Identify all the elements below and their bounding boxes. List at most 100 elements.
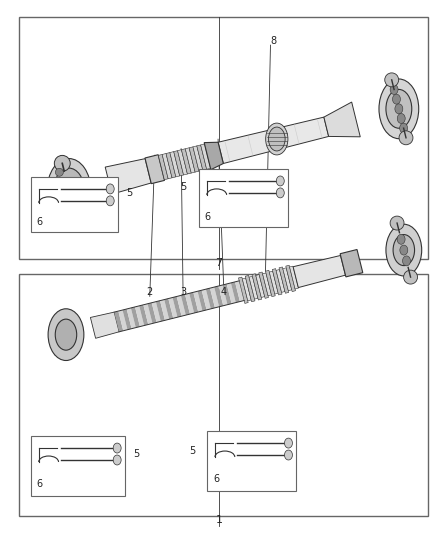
Text: 6: 6 (213, 474, 219, 484)
Ellipse shape (390, 216, 404, 230)
Ellipse shape (60, 188, 68, 196)
Polygon shape (249, 276, 258, 299)
Polygon shape (152, 302, 161, 322)
Text: 8: 8 (270, 36, 276, 46)
Polygon shape (265, 270, 275, 297)
Text: 3: 3 (180, 287, 186, 297)
Polygon shape (256, 274, 265, 297)
Ellipse shape (403, 270, 417, 284)
Bar (199, 169, 288, 227)
Ellipse shape (106, 184, 114, 194)
Polygon shape (218, 117, 328, 164)
Polygon shape (166, 152, 176, 178)
Ellipse shape (113, 443, 121, 453)
Ellipse shape (285, 438, 293, 448)
Ellipse shape (276, 176, 284, 186)
Text: 6: 6 (205, 212, 211, 222)
Polygon shape (181, 294, 190, 315)
Polygon shape (105, 159, 151, 194)
Polygon shape (204, 142, 223, 169)
Ellipse shape (48, 309, 84, 360)
Bar (19, 274, 428, 516)
Ellipse shape (395, 104, 403, 114)
Polygon shape (143, 304, 152, 325)
Polygon shape (160, 300, 169, 320)
Ellipse shape (390, 85, 398, 94)
Polygon shape (156, 301, 165, 321)
Text: 2: 2 (147, 287, 153, 297)
Text: 5: 5 (180, 182, 187, 192)
Ellipse shape (65, 207, 73, 215)
Ellipse shape (399, 131, 413, 145)
Ellipse shape (285, 450, 293, 460)
Polygon shape (286, 265, 296, 292)
Polygon shape (198, 290, 207, 311)
Polygon shape (206, 288, 215, 309)
Text: 4: 4 (221, 287, 227, 297)
Polygon shape (181, 149, 191, 174)
Ellipse shape (392, 94, 400, 104)
Polygon shape (189, 147, 199, 172)
Ellipse shape (397, 235, 405, 244)
Polygon shape (189, 292, 198, 313)
Ellipse shape (113, 455, 121, 465)
Ellipse shape (393, 235, 414, 265)
Polygon shape (131, 307, 140, 328)
Polygon shape (185, 293, 194, 314)
Text: 6: 6 (37, 479, 43, 489)
Polygon shape (279, 267, 289, 293)
Ellipse shape (397, 114, 405, 124)
Ellipse shape (379, 79, 419, 139)
Ellipse shape (106, 196, 114, 206)
Polygon shape (174, 151, 184, 176)
Polygon shape (118, 310, 127, 331)
Bar (207, 431, 297, 491)
Ellipse shape (58, 178, 66, 186)
Polygon shape (114, 311, 123, 332)
Text: 7: 7 (215, 258, 223, 268)
Polygon shape (231, 282, 240, 303)
Polygon shape (290, 266, 298, 289)
Polygon shape (158, 155, 168, 180)
Polygon shape (90, 312, 119, 338)
Polygon shape (162, 154, 172, 179)
Text: 1: 1 (215, 515, 223, 525)
Ellipse shape (54, 168, 84, 213)
Polygon shape (168, 297, 177, 318)
Polygon shape (127, 308, 136, 329)
Polygon shape (269, 271, 278, 294)
Polygon shape (252, 274, 262, 300)
Text: 5: 5 (133, 449, 139, 459)
Polygon shape (242, 278, 251, 301)
Polygon shape (340, 249, 363, 277)
Polygon shape (201, 144, 211, 169)
Polygon shape (276, 270, 285, 293)
Polygon shape (235, 281, 244, 302)
Polygon shape (135, 306, 144, 327)
Polygon shape (283, 268, 292, 290)
Polygon shape (201, 289, 211, 310)
Polygon shape (193, 146, 203, 171)
Polygon shape (259, 272, 268, 298)
Text: 5: 5 (189, 446, 195, 456)
Ellipse shape (55, 319, 77, 350)
Polygon shape (262, 273, 272, 296)
Ellipse shape (386, 224, 422, 276)
Polygon shape (164, 298, 173, 319)
Polygon shape (177, 150, 187, 175)
Polygon shape (197, 145, 207, 170)
Polygon shape (193, 291, 202, 312)
Ellipse shape (55, 168, 64, 176)
Polygon shape (223, 284, 232, 305)
Ellipse shape (47, 158, 91, 222)
Polygon shape (272, 269, 282, 295)
Polygon shape (177, 295, 186, 316)
Polygon shape (170, 151, 180, 177)
Polygon shape (123, 309, 131, 330)
Polygon shape (219, 285, 227, 306)
Ellipse shape (385, 73, 399, 87)
Polygon shape (145, 155, 165, 184)
Polygon shape (293, 255, 346, 288)
Ellipse shape (403, 256, 410, 266)
Ellipse shape (400, 245, 408, 255)
